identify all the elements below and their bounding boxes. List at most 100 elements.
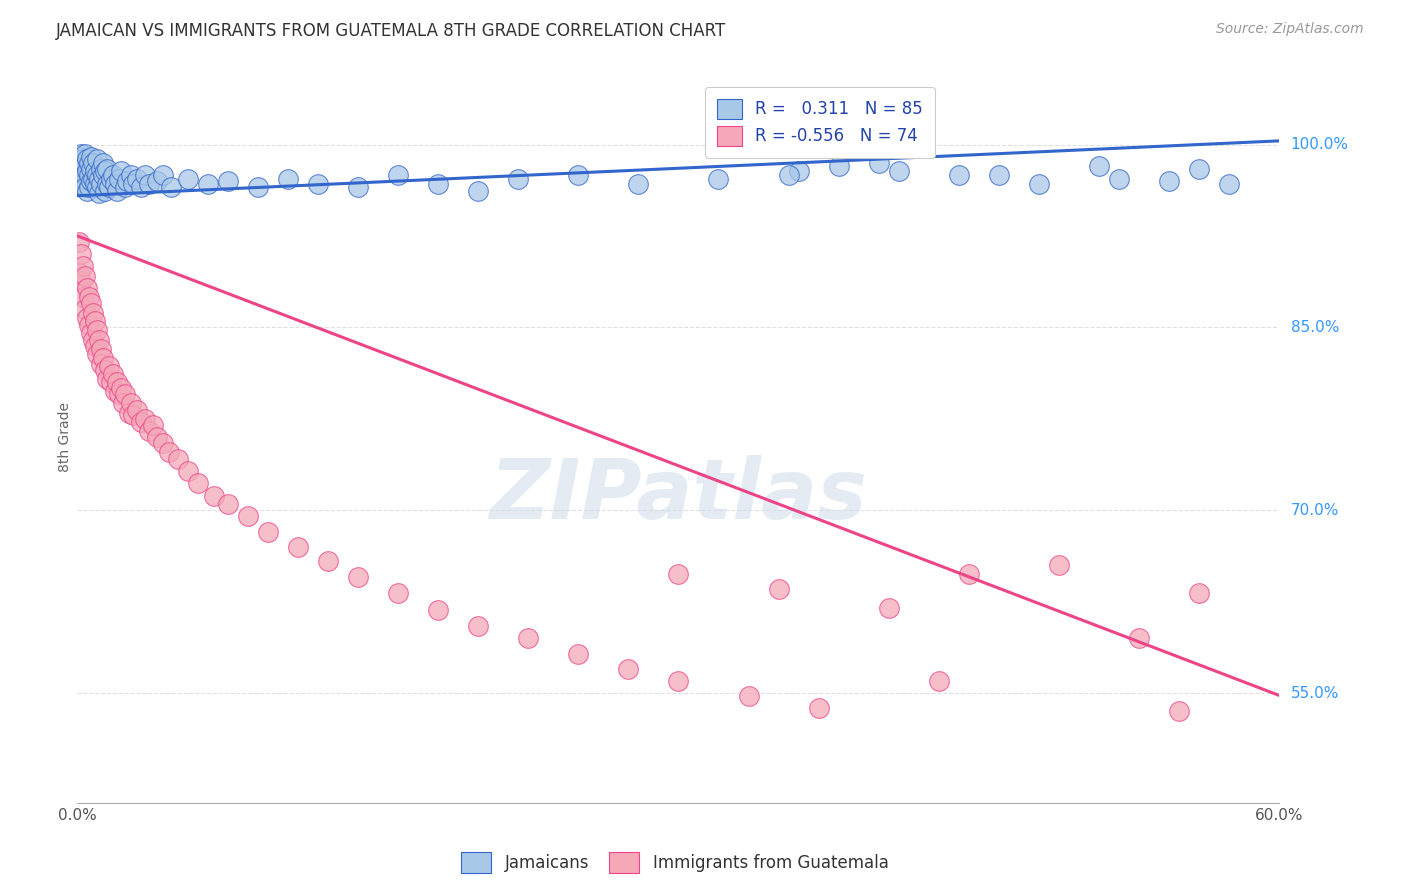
- Point: [134, 168, 156, 182]
- Point: [134, 412, 156, 426]
- Point: [877, 600, 900, 615]
- Point: [957, 566, 980, 581]
- Point: [1088, 160, 1111, 174]
- Text: 55.0%: 55.0%: [1291, 686, 1339, 700]
- Text: 100.0%: 100.0%: [1291, 137, 1348, 152]
- Point: [82, 156, 104, 170]
- Point: [86, 180, 108, 194]
- Point: [80, 326, 103, 341]
- Point: [118, 406, 141, 420]
- Point: [307, 177, 329, 191]
- Point: [70, 247, 93, 261]
- Point: [1047, 558, 1070, 573]
- Point: [67, 150, 90, 164]
- Point: [948, 168, 970, 182]
- Point: [103, 367, 125, 381]
- Point: [142, 417, 165, 432]
- Point: [80, 150, 103, 164]
- Point: [110, 381, 132, 395]
- Point: [928, 673, 950, 688]
- Point: [89, 186, 111, 201]
- Point: [93, 168, 115, 182]
- Point: [707, 171, 730, 186]
- Point: [120, 396, 142, 410]
- Point: [90, 357, 112, 371]
- Point: [627, 177, 650, 191]
- Point: [79, 318, 101, 332]
- Point: [72, 260, 94, 274]
- Point: [76, 281, 98, 295]
- Point: [1159, 174, 1181, 188]
- Point: [93, 351, 115, 365]
- Point: [186, 476, 209, 491]
- Point: [75, 147, 97, 161]
- Point: [67, 266, 90, 280]
- Point: [617, 662, 640, 676]
- Point: [217, 497, 239, 511]
- Point: [246, 180, 269, 194]
- Point: [86, 168, 108, 182]
- Point: [96, 371, 118, 385]
- Point: [67, 168, 90, 182]
- Point: [76, 310, 98, 325]
- Point: [107, 184, 129, 198]
- Point: [131, 180, 153, 194]
- Point: [146, 174, 169, 188]
- Point: [94, 184, 117, 198]
- Point: [110, 164, 132, 178]
- Point: [82, 171, 104, 186]
- Point: [114, 180, 136, 194]
- Point: [287, 540, 309, 554]
- Point: [98, 359, 121, 374]
- Point: [84, 339, 107, 353]
- Point: [347, 180, 370, 194]
- Point: [197, 177, 219, 191]
- Point: [112, 396, 135, 410]
- Point: [668, 566, 690, 581]
- Point: [72, 290, 94, 304]
- Point: [104, 177, 127, 191]
- Point: [89, 333, 111, 347]
- Point: [70, 147, 93, 161]
- Point: [256, 525, 278, 540]
- Point: [89, 171, 111, 186]
- Point: [104, 384, 127, 398]
- Point: [467, 184, 489, 198]
- Point: [108, 171, 131, 186]
- Point: [75, 269, 97, 284]
- Text: JAMAICAN VS IMMIGRANTS FROM GUATEMALA 8TH GRADE CORRELATION CHART: JAMAICAN VS IMMIGRANTS FROM GUATEMALA 8T…: [56, 22, 727, 40]
- Point: [160, 180, 183, 194]
- Point: [82, 333, 104, 347]
- Point: [94, 164, 117, 178]
- Point: [80, 161, 103, 176]
- Point: [467, 619, 489, 633]
- Point: [96, 177, 118, 191]
- Point: [768, 582, 790, 597]
- Point: [567, 647, 589, 661]
- Point: [100, 376, 122, 390]
- Point: [122, 177, 145, 191]
- Point: [1188, 161, 1211, 176]
- Point: [82, 306, 104, 320]
- Point: [1218, 177, 1240, 191]
- Point: [84, 164, 107, 178]
- Point: [72, 160, 94, 174]
- Point: [347, 570, 370, 584]
- Y-axis label: 8th Grade: 8th Grade: [58, 402, 72, 472]
- Point: [75, 156, 97, 170]
- Legend: R =   0.311   N = 85, R = -0.556   N = 74: R = 0.311 N = 85, R = -0.556 N = 74: [706, 87, 935, 158]
- Point: [668, 673, 690, 688]
- Point: [76, 164, 98, 178]
- Point: [100, 171, 122, 186]
- Point: [86, 347, 108, 361]
- Point: [90, 343, 112, 357]
- Point: [316, 554, 339, 568]
- Point: [108, 387, 131, 401]
- Point: [72, 171, 94, 186]
- Point: [72, 152, 94, 166]
- Point: [887, 164, 910, 178]
- Point: [1108, 171, 1130, 186]
- Point: [75, 302, 97, 317]
- Point: [103, 168, 125, 182]
- Point: [86, 152, 108, 166]
